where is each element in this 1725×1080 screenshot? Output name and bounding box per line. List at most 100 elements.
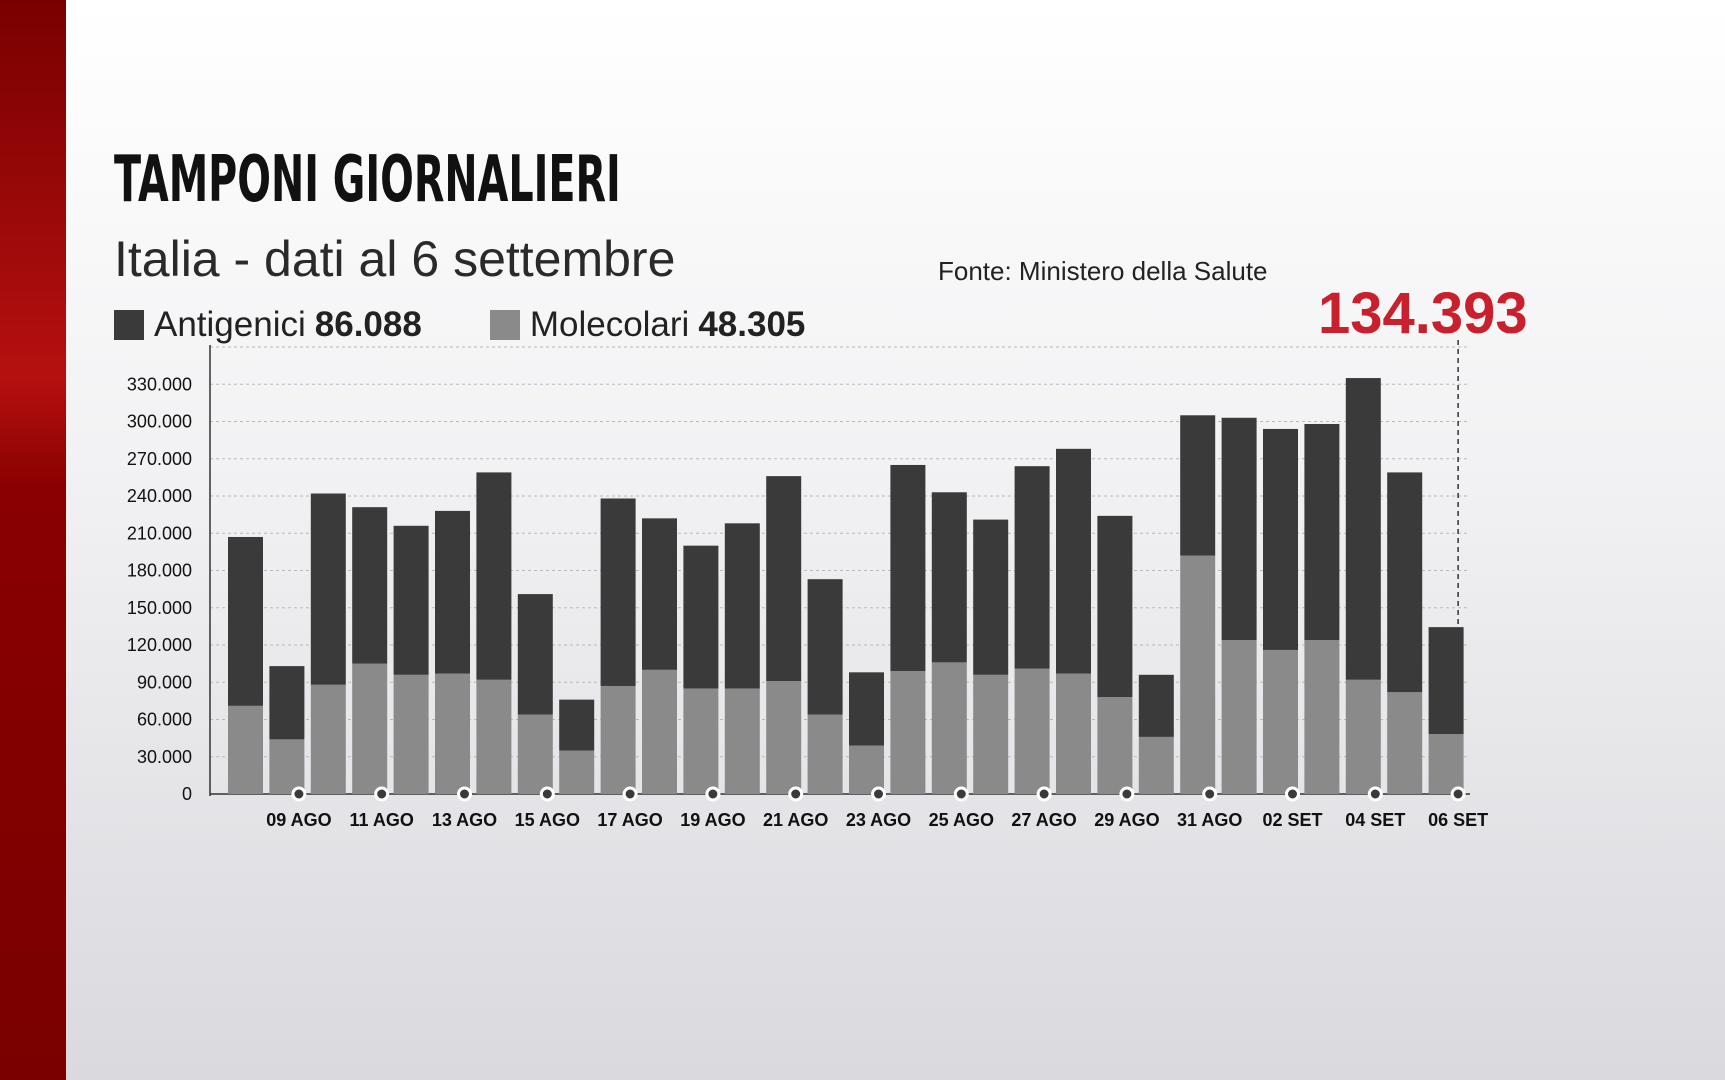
bar-antigenici <box>766 476 802 682</box>
y-tick-label: 330.000 <box>127 374 192 394</box>
bar-molecolari <box>1014 668 1050 794</box>
y-tick-label: 120.000 <box>127 635 192 655</box>
x-tick-label: 19 AGO <box>680 810 745 830</box>
x-tick-marker <box>1285 786 1300 802</box>
chart-title: TAMPONI GIORNALIERI <box>114 143 621 217</box>
y-tick-label: 30.000 <box>137 747 192 767</box>
bar-molecolari <box>600 685 636 794</box>
x-tick-marker <box>1202 786 1218 802</box>
bar-molecolari <box>1387 692 1423 794</box>
bar-antigenici <box>1014 466 1050 669</box>
x-tick-label: 25 AGO <box>929 810 994 830</box>
legend-item-molecolari: Molecolari 48.305 <box>489 305 806 345</box>
bar-antigenici <box>228 536 263 706</box>
bar-molecolari <box>352 663 388 794</box>
x-tick-marker <box>539 786 555 802</box>
x-tick-label: 09 AGO <box>266 810 331 830</box>
bar-antigenici <box>1138 674 1174 737</box>
y-tick-label: 210.000 <box>127 523 192 543</box>
bar-molecolari <box>1056 673 1091 794</box>
bar-antigenici <box>352 507 388 664</box>
source-note: Fonte: Ministero della Salute <box>938 256 1268 286</box>
bar-molecolari <box>269 739 305 794</box>
chart-subtitle: Italia - dati al 6 settembre <box>114 231 676 287</box>
bar-antigenici <box>642 518 677 670</box>
x-tick-marker <box>953 786 969 802</box>
bar-molecolari <box>517 714 553 794</box>
legend-label-antigenici: Antigenici <box>154 305 306 344</box>
bar-antigenici <box>435 510 470 674</box>
bar-molecolari <box>683 688 719 794</box>
y-tick-label: 270.000 <box>127 449 192 469</box>
bar-antigenici <box>1428 627 1464 735</box>
bar-molecolari <box>1138 736 1174 794</box>
bar-antigenici <box>807 579 843 715</box>
x-tick-label: 27 AGO <box>1011 810 1076 830</box>
bar-antigenici <box>1263 428 1298 650</box>
bar-molecolari <box>559 750 595 794</box>
bar-molecolari <box>1180 555 1216 794</box>
bar-antigenici <box>476 472 512 680</box>
x-tick-label: 15 AGO <box>515 810 580 830</box>
legend-swatch-molecolari <box>489 310 520 340</box>
x-tick-label: 02 SET <box>1262 810 1322 830</box>
bar-molecolari <box>890 671 926 794</box>
bar-molecolari <box>228 705 263 794</box>
x-tick-marker <box>1450 786 1466 802</box>
x-tick-marker <box>457 786 472 802</box>
bar-molecolari <box>393 674 429 794</box>
bar-molecolari <box>642 669 677 794</box>
x-tick-label: 11 AGO <box>350 810 414 830</box>
bar-molecolari <box>1304 640 1340 794</box>
bar-molecolari <box>1097 697 1133 794</box>
bar-molecolari <box>1345 679 1381 794</box>
bar-molecolari <box>931 662 967 794</box>
x-tick-label: 29 AGO <box>1094 810 1159 830</box>
bar-antigenici <box>310 493 346 685</box>
bar-antigenici <box>1304 423 1340 641</box>
x-tick-marker <box>374 786 390 802</box>
bar-molecolari <box>310 684 346 794</box>
x-tick-marker <box>622 786 638 802</box>
legend-value-antigenici: 86.088 <box>314 305 422 344</box>
x-tick-label: 21 AGO <box>763 810 828 830</box>
x-tick-label: 17 AGO <box>597 810 662 830</box>
bar-molecolari <box>435 673 470 794</box>
y-tick-label: 0 <box>182 784 192 804</box>
bar-molecolari <box>807 714 843 794</box>
bar-antigenici <box>269 666 305 740</box>
y-tick-label: 60.000 <box>137 710 192 730</box>
bar-molecolari <box>1221 640 1257 794</box>
y-tick-label: 180.000 <box>127 561 192 581</box>
legend-value-molecolari: 48.305 <box>698 305 806 344</box>
bar-molecolari <box>973 674 1009 794</box>
bar-antigenici <box>600 498 636 686</box>
x-tick-marker <box>871 786 886 802</box>
x-tick-label: 04 SET <box>1345 810 1405 830</box>
x-tick-label: 23 AGO <box>846 810 911 830</box>
bar-antigenici <box>393 525 429 675</box>
bar-antigenici <box>1345 378 1381 680</box>
legend-item-antigenici: Antigenici 86.088 <box>114 305 422 345</box>
legend-swatch-antigenici <box>114 310 144 340</box>
y-tick-label: 150.000 <box>127 598 192 618</box>
bar-antigenici <box>1221 417 1257 641</box>
bar-antigenici <box>931 492 967 663</box>
legend: Antigenici 86.088 Molecolari 48.305 <box>114 305 873 345</box>
x-tick-marker <box>291 786 307 802</box>
y-tick-label: 300.000 <box>127 412 192 432</box>
y-tick-label: 90.000 <box>137 672 192 692</box>
legend-label-molecolari: Molecolari <box>529 305 690 344</box>
x-tick-marker <box>1036 786 1052 802</box>
x-tick-label: 13 AGO <box>432 810 497 830</box>
bar-antigenici <box>724 523 760 689</box>
x-tick-marker <box>705 786 721 802</box>
bar-antigenici <box>683 545 719 689</box>
highlight-total-value: 134.393 <box>1318 281 1528 346</box>
x-tick-marker <box>1367 786 1383 802</box>
bar-molecolari <box>1263 649 1298 794</box>
bar-molecolari <box>724 688 760 794</box>
x-tick-label: 31 AGO <box>1177 810 1242 830</box>
bar-molecolari <box>1428 734 1464 794</box>
